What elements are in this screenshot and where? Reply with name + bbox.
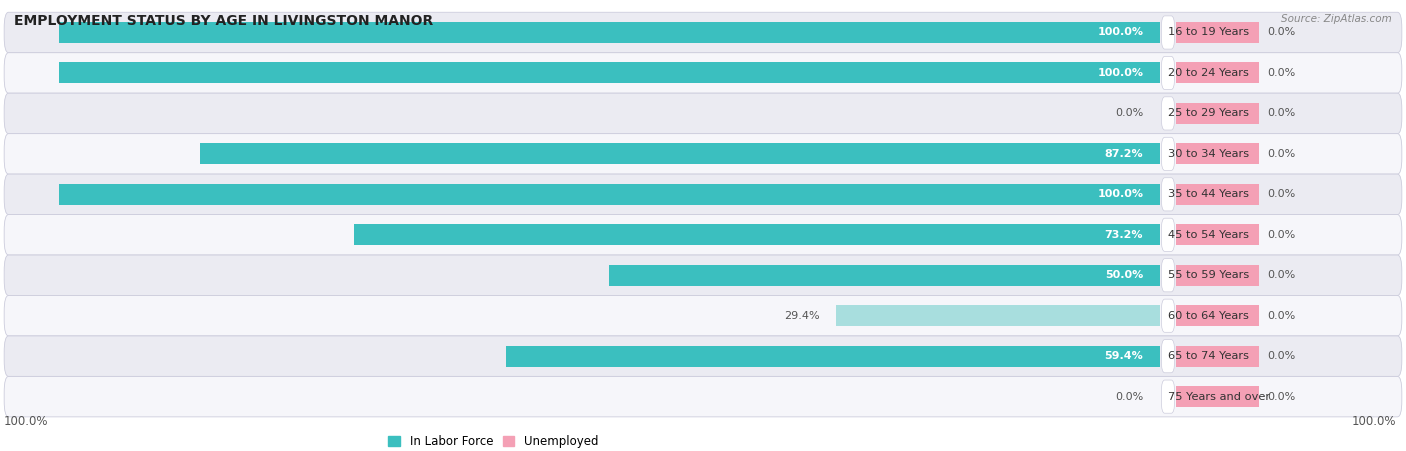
Text: 55 to 59 Years: 55 to 59 Years — [1168, 270, 1249, 280]
FancyBboxPatch shape — [1161, 380, 1174, 413]
Bar — [59, 22, 1160, 43]
Text: 0.0%: 0.0% — [1268, 28, 1296, 37]
Bar — [1177, 143, 1258, 165]
Bar — [1177, 103, 1258, 124]
Text: 100.0%: 100.0% — [4, 415, 49, 428]
Text: 0.0%: 0.0% — [1268, 68, 1296, 78]
Text: 20 to 24 Years: 20 to 24 Years — [1168, 68, 1249, 78]
Text: 73.2%: 73.2% — [1105, 230, 1143, 240]
FancyBboxPatch shape — [4, 215, 1402, 255]
Bar — [837, 305, 1160, 326]
Bar — [1177, 22, 1258, 43]
FancyBboxPatch shape — [4, 133, 1402, 174]
FancyBboxPatch shape — [4, 377, 1402, 417]
FancyBboxPatch shape — [4, 53, 1402, 93]
Text: 75 Years and over: 75 Years and over — [1168, 391, 1270, 402]
Text: 35 to 44 Years: 35 to 44 Years — [1168, 189, 1249, 199]
FancyBboxPatch shape — [1161, 259, 1174, 292]
Text: 60 to 64 Years: 60 to 64 Years — [1168, 311, 1249, 321]
Text: 29.4%: 29.4% — [785, 311, 820, 321]
FancyBboxPatch shape — [1161, 16, 1174, 49]
Text: 50.0%: 50.0% — [1105, 270, 1143, 280]
FancyBboxPatch shape — [1161, 56, 1174, 90]
FancyBboxPatch shape — [1161, 299, 1174, 332]
Legend: In Labor Force, Unemployed: In Labor Force, Unemployed — [384, 430, 603, 451]
Bar — [1177, 386, 1258, 407]
Text: 0.0%: 0.0% — [1268, 270, 1296, 280]
Text: 0.0%: 0.0% — [1115, 391, 1143, 402]
Text: 30 to 34 Years: 30 to 34 Years — [1168, 149, 1249, 159]
FancyBboxPatch shape — [1161, 137, 1174, 170]
Text: 25 to 29 Years: 25 to 29 Years — [1168, 108, 1249, 119]
Bar — [506, 345, 1160, 367]
Bar — [59, 62, 1160, 83]
FancyBboxPatch shape — [4, 12, 1402, 53]
Text: 0.0%: 0.0% — [1268, 108, 1296, 119]
Text: Source: ZipAtlas.com: Source: ZipAtlas.com — [1281, 14, 1392, 23]
Bar — [1177, 305, 1258, 326]
Text: EMPLOYMENT STATUS BY AGE IN LIVINGSTON MANOR: EMPLOYMENT STATUS BY AGE IN LIVINGSTON M… — [14, 14, 433, 28]
Text: 100.0%: 100.0% — [1097, 28, 1143, 37]
Text: 87.2%: 87.2% — [1105, 149, 1143, 159]
Text: 100.0%: 100.0% — [1097, 68, 1143, 78]
FancyBboxPatch shape — [4, 255, 1402, 295]
Text: 0.0%: 0.0% — [1268, 391, 1296, 402]
Bar — [59, 184, 1160, 205]
Bar — [1177, 345, 1258, 367]
FancyBboxPatch shape — [1161, 218, 1174, 251]
Bar — [1177, 224, 1258, 245]
Bar — [354, 224, 1160, 245]
Bar — [609, 265, 1160, 286]
FancyBboxPatch shape — [4, 174, 1402, 215]
Text: 0.0%: 0.0% — [1268, 311, 1296, 321]
FancyBboxPatch shape — [1161, 340, 1174, 373]
Text: 100.0%: 100.0% — [1097, 189, 1143, 199]
Bar — [200, 143, 1160, 165]
Text: 16 to 19 Years: 16 to 19 Years — [1168, 28, 1249, 37]
Text: 59.4%: 59.4% — [1105, 351, 1143, 361]
FancyBboxPatch shape — [4, 336, 1402, 377]
Text: 100.0%: 100.0% — [1351, 415, 1396, 428]
FancyBboxPatch shape — [4, 93, 1402, 133]
Bar — [1177, 62, 1258, 83]
Text: 65 to 74 Years: 65 to 74 Years — [1168, 351, 1249, 361]
FancyBboxPatch shape — [1161, 178, 1174, 211]
FancyBboxPatch shape — [4, 295, 1402, 336]
Text: 0.0%: 0.0% — [1268, 189, 1296, 199]
Text: 0.0%: 0.0% — [1268, 351, 1296, 361]
Bar — [1177, 265, 1258, 286]
Bar — [1177, 184, 1258, 205]
Text: 0.0%: 0.0% — [1268, 149, 1296, 159]
Text: 45 to 54 Years: 45 to 54 Years — [1168, 230, 1249, 240]
Text: 0.0%: 0.0% — [1115, 108, 1143, 119]
Text: 0.0%: 0.0% — [1268, 230, 1296, 240]
FancyBboxPatch shape — [1161, 97, 1174, 130]
